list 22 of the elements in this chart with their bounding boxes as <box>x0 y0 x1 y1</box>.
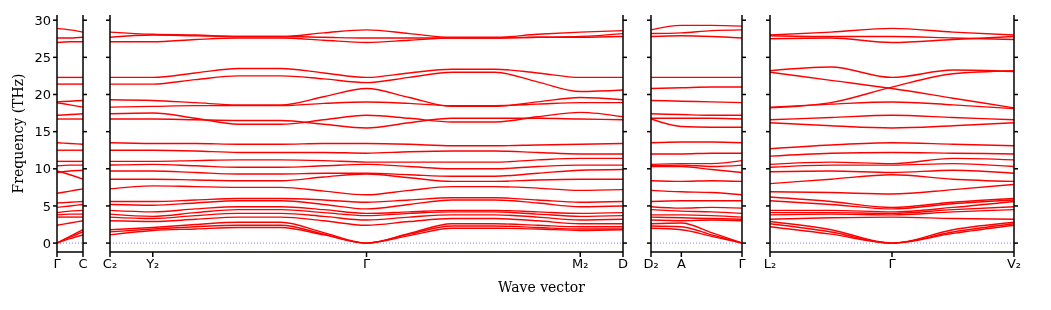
x-tick-label: Y₂ <box>145 256 160 272</box>
y-tick-label: 25 <box>34 49 51 65</box>
x-axis-title: Wave vector <box>497 279 586 295</box>
x-tick-label: D₂ <box>643 256 659 272</box>
x-tick-label: M₂ <box>572 256 589 272</box>
y-tick-label: 15 <box>34 124 51 140</box>
x-tick-label: Γ <box>738 256 747 272</box>
x-tick-label: V₂ <box>1006 256 1022 272</box>
y-tick-label: 30 <box>34 12 51 28</box>
x-tick-label: C₂ <box>102 256 118 272</box>
y-axis-title: Frequency (THz) <box>9 73 26 194</box>
y-tick-label: 0 <box>42 235 51 251</box>
y-tick-label: 5 <box>42 198 51 214</box>
x-tick-label: A <box>676 256 686 272</box>
x-tick-label: D <box>617 256 629 272</box>
x-tick-label: Γ <box>362 256 371 272</box>
x-tick-label: Γ <box>888 256 897 272</box>
x-tick-label: L₂ <box>763 256 777 272</box>
y-tick-label: 10 <box>34 161 51 177</box>
y-tick-label: 20 <box>34 87 51 103</box>
x-tick-label: Γ <box>53 256 62 272</box>
x-tick-label: C <box>78 256 88 272</box>
